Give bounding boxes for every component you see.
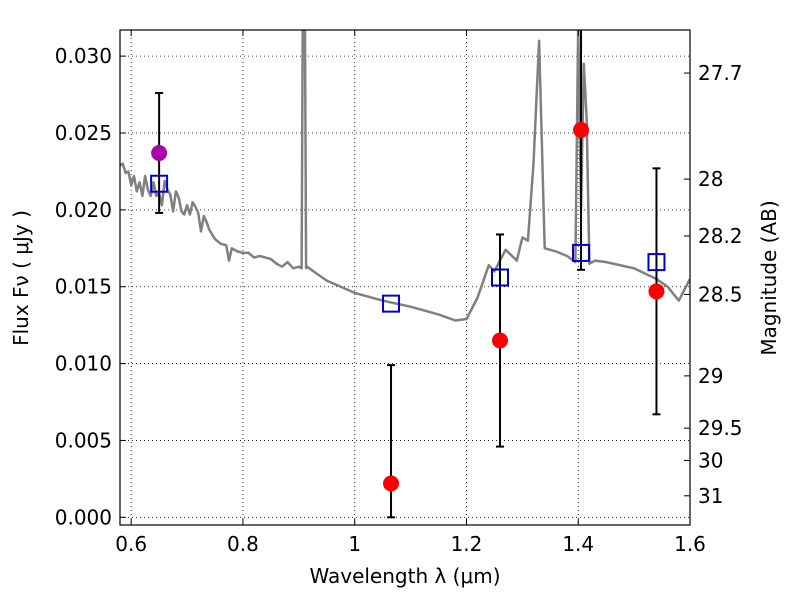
y2-axis-title: Magnitude (AB) xyxy=(757,200,781,355)
model-flux-square xyxy=(647,253,666,272)
y2-tick-label: 28.2 xyxy=(698,224,743,248)
gridlines xyxy=(120,30,691,525)
plot-clip-group xyxy=(120,30,690,519)
y-tick-label: 0.030 xyxy=(55,44,112,68)
model-flux-square xyxy=(491,268,509,287)
y2-tick-label: 29 xyxy=(698,364,723,388)
y2-tick-label: 29.5 xyxy=(698,416,743,440)
y-tick-label: 0.000 xyxy=(55,505,112,529)
model-spectrum-line xyxy=(120,30,690,322)
y-tick-label: 0.015 xyxy=(55,275,112,299)
x-tick-label: 1.6 xyxy=(674,532,706,556)
x-tick-label: 0.6 xyxy=(115,532,147,556)
x-tick-label: 1.4 xyxy=(562,532,594,556)
y-axis-title: Flux Fν ( μJy ) xyxy=(9,210,33,346)
x-tick-label: 0.8 xyxy=(227,532,259,556)
x-tick-label: 1 xyxy=(348,532,361,556)
x-tick-label: 1.2 xyxy=(451,532,483,556)
plot-area xyxy=(120,30,690,519)
model-flux-square xyxy=(572,243,591,262)
x-axis-title: Wavelength λ (μm) xyxy=(309,564,500,588)
axis-ticks: 0.6 0.8 1 1.2 1.4 1.6 0.000 0.005 0.010 0.015 0.02… xyxy=(55,30,743,556)
y2-tick-label: 28.5 xyxy=(698,282,743,306)
y-tick-label: 0.025 xyxy=(55,121,112,145)
y-tick-label: 0.020 xyxy=(55,198,112,222)
photometry-point xyxy=(151,144,168,161)
y2-tick-label: 28 xyxy=(698,167,723,191)
y-tick-label: 0.005 xyxy=(55,428,112,452)
y-tick-label: 0.010 xyxy=(55,352,112,376)
plot-frame xyxy=(119,29,691,526)
y2-tick-label: 27.7 xyxy=(698,61,743,85)
y2-tick-label: 31 xyxy=(698,484,723,508)
photometry-point xyxy=(492,332,508,349)
photometry-point xyxy=(383,475,400,492)
model-flux-square xyxy=(150,174,169,193)
photometry-point xyxy=(648,283,665,300)
y2-tick-label: 30 xyxy=(698,448,723,472)
model-flux-square xyxy=(382,294,401,313)
photometry-point xyxy=(573,121,590,138)
